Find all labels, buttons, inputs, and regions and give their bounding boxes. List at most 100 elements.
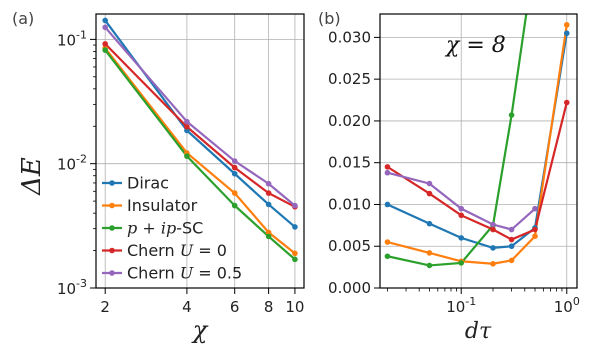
panel-b-point-dirac-4 — [508, 243, 515, 250]
panel-b-x-tick-label-0-mantissa: 10 — [446, 298, 465, 316]
panel-b-point-dirac-1 — [426, 220, 433, 227]
legend-label-insulator: Insulator — [127, 196, 198, 215]
panel-b-x-tick-label-1-exponent: 0 — [573, 295, 580, 308]
panel-b-line-insulator — [387, 24, 568, 265]
panel-b-point-chern-u-0-5-0 — [384, 169, 391, 176]
panel-a-y-tick-label-1: 10-2 — [57, 153, 87, 174]
legend-entry-insulator: Insulator — [127, 196, 198, 215]
panel-a-x-tick-label-2: 2 — [100, 298, 110, 316]
panel-b-x-tick-label-1: 100 — [554, 295, 580, 316]
panel-b-y-tick-label-6: 0.030 — [328, 28, 371, 46]
panel-b-point-insulator-3 — [490, 260, 496, 267]
panel-b-y-tick-label-4: 0.020 — [328, 112, 371, 130]
legend-marker-p-ip-sc — [109, 225, 115, 231]
panel-a-point-chern-u-0-1 — [184, 124, 190, 130]
legend-entry-dirac: Dirac — [127, 174, 169, 193]
panel-b-y-tick-label-0: 0.000 — [328, 279, 371, 297]
panel-b-point-insulator-5 — [532, 233, 538, 240]
panel-b-point-chern-u-0-4 — [508, 236, 515, 243]
panel-b-point-chern-u-0-2 — [458, 212, 465, 219]
panel-b-x-tick-label-0: 10-1 — [446, 295, 476, 316]
panel-a-y-tick-label-0-mantissa: 10 — [57, 280, 76, 298]
panel-b-point-chern-u-0-5-2 — [458, 205, 465, 212]
panel-a-point-dirac-0 — [102, 17, 108, 24]
panel-a-label: (a) — [12, 9, 34, 28]
panel-a-x-tick-label-10: 10 — [285, 298, 304, 316]
panel-a-point-chern-u-0-0 — [102, 41, 108, 47]
panel-b-line-chern-u-0-5 — [387, 171, 536, 231]
legend-marker-chern-u-0-5 — [109, 270, 115, 276]
panel-a-x-ticks: 2 4 6 8 10 — [100, 288, 304, 316]
panel-b-point-insulator-1 — [426, 250, 433, 256]
legend-entry-p-ip-sc: p + ip-SC — [127, 219, 203, 238]
legend-value-chern-u-0-5: = 0.5 — [193, 264, 242, 283]
panel-a-x-axis-label: χ — [191, 316, 209, 344]
panel-b-line-p-ip-sc — [387, 14, 528, 267]
panel-b-x-tick-label-1-mantissa: 10 — [554, 298, 573, 316]
panel-a-point-chern-u-0-5-0 — [102, 24, 108, 31]
panel-a-x-tick-label-6: 6 — [230, 298, 240, 316]
panel-b-point-dirac-0 — [384, 201, 391, 208]
panel-a-y-tick-label-2-exponent: -1 — [76, 28, 87, 41]
panel-b-energy-vs-timestep: (b) 10-1 100 0.0000.0050.0100.0150.0200.0… — [318, 9, 580, 344]
panel-a-y-tick-label-1-exponent: -2 — [76, 153, 87, 166]
panel-a-series-points — [102, 17, 298, 263]
panel-b-point-p-ip-sc-2 — [458, 260, 465, 266]
panel-b-point-p-ip-sc-1 — [426, 262, 433, 269]
panel-b-point-dirac-3 — [490, 245, 496, 251]
panel-a-y-tick-label-0: 10-3 — [57, 277, 87, 298]
panel-a-point-insulator-3 — [265, 229, 272, 236]
panel-a-y-tick-label-2-mantissa: 10 — [57, 31, 76, 49]
legend-math-p-ip-sc: p + ip — [127, 219, 176, 238]
legend-word-chern-u-0: Chern — [127, 241, 180, 260]
legend-var-chern-u-0: U — [180, 241, 194, 260]
panel-b-point-chern-u-0-5-4 — [508, 226, 515, 233]
panel-a-point-chern-u-0-5-2 — [231, 158, 238, 164]
panel-a-point-chern-u-0-3 — [265, 190, 272, 196]
panel-a-point-chern-u-0-5-4 — [292, 202, 298, 209]
panel-b-point-insulator-0 — [384, 239, 391, 245]
panel-b-point-chern-u-0-1 — [426, 190, 433, 197]
panel-a-point-p-ip-sc-3 — [265, 233, 272, 240]
panel-b-annotation: χ = 8 — [444, 33, 506, 58]
panel-b-point-insulator-4 — [508, 257, 515, 264]
panel-a-y-ticks: 10-310-210-1 — [57, 28, 96, 298]
panel-b-y-tick-label-5: 0.025 — [328, 70, 371, 88]
panel-b-y-ticks: 0.000 0.005 0.010 0.015 0.020 0.025 0.030 — [328, 28, 380, 297]
panel-b-line-chern-u-0 — [386, 102, 568, 241]
panel-b-point-chern-u-0-0 — [384, 164, 391, 170]
panel-a-legend: Dirac Insulator p + ip-SC Chern U = 0 Chern … — [102, 174, 242, 283]
panel-a-point-dirac-2 — [231, 170, 238, 177]
panel-b-point-chern-u-0-5 — [532, 226, 538, 233]
legend-value-chern-u-0: = 0 — [193, 241, 227, 260]
panel-b-point-chern-u-0-6 — [563, 99, 570, 106]
panel-b-point-chern-u-0-3 — [490, 226, 496, 233]
panel-a-point-dirac-4 — [292, 224, 298, 230]
legend-label-dirac: Dirac — [127, 174, 169, 193]
panel-a-point-insulator-2 — [231, 190, 238, 196]
legend-marker-dirac — [109, 180, 115, 186]
legend-entry-chern-u-0-5: Chern U = 0.5 — [127, 264, 242, 283]
legend-word-chern-u-0-5: Chern — [127, 264, 180, 283]
panel-a-y-tick-label-0-exponent: -3 — [76, 277, 87, 290]
panel-a-y-tick-label-1-mantissa: 10 — [57, 156, 76, 174]
panel-a-point-insulator-4 — [292, 250, 298, 257]
legend-var-chern-u-0-5: U — [180, 264, 194, 283]
panel-b-point-p-ip-sc-0 — [384, 253, 391, 260]
legend-suffix-p-ip-sc: -SC — [176, 219, 203, 238]
panel-b-y-tick-label-3: 0.015 — [328, 154, 371, 172]
panel-a-point-p-ip-sc-1 — [184, 153, 190, 159]
panel-a-point-p-ip-sc-0 — [102, 47, 108, 53]
panel-b-y-tick-label-2: 0.010 — [328, 195, 371, 213]
panel-b-label: (b) — [318, 9, 341, 28]
panel-a-point-p-ip-sc-4 — [292, 256, 298, 263]
panel-a-point-dirac-3 — [265, 201, 272, 208]
panel-a-point-chern-u-0-2 — [231, 164, 238, 171]
panel-a-frame — [95, 13, 305, 289]
panel-b-point-insulator-6 — [563, 22, 570, 28]
panel-a-x-tick-label-8: 8 — [264, 298, 274, 316]
panel-a-point-chern-u-0-5-1 — [184, 118, 190, 125]
panel-a-y-tick-label-2: 10-1 — [57, 28, 87, 49]
panel-a-y-axis-label: ΔE — [17, 157, 47, 196]
panel-b-point-chern-u-0-5-5 — [532, 205, 538, 212]
